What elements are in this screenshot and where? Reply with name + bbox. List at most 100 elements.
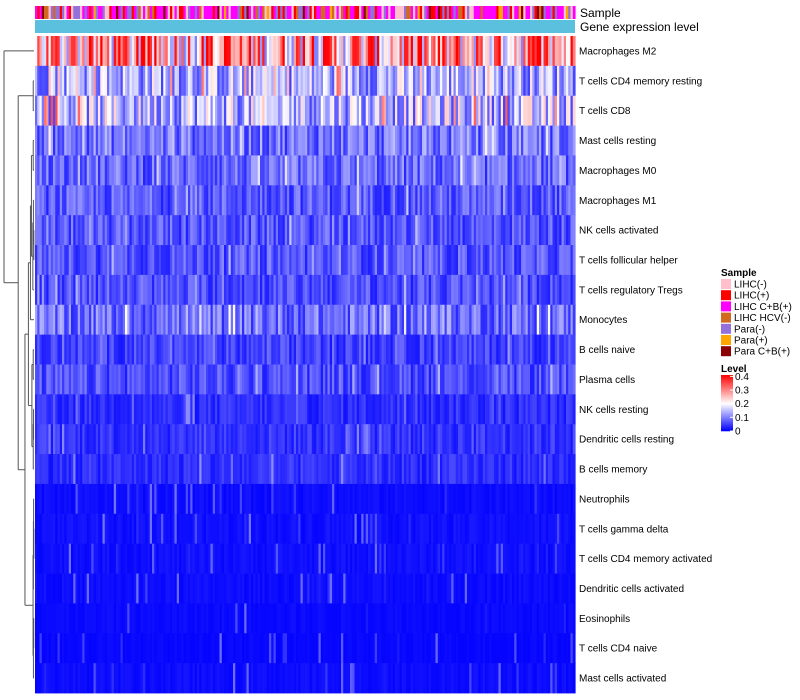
- heatmap-cell: [347, 543, 351, 574]
- heatmap-cell: [518, 334, 522, 365]
- heatmap-cell: [129, 573, 133, 604]
- heatmap-cell: [280, 185, 284, 216]
- heatmap-cell: [206, 454, 209, 485]
- heatmap-cell: [206, 95, 209, 126]
- heatmap-cell: [46, 573, 50, 604]
- heatmap-cell: [345, 245, 349, 276]
- heatmap-cell: [424, 36, 428, 67]
- heatmap-cell: [170, 245, 173, 276]
- heatmap-cell: [100, 603, 104, 634]
- heatmap-cell: [381, 155, 385, 186]
- sample-annotation-cell: [287, 6, 290, 19]
- heatmap-cell: [370, 125, 374, 156]
- heatmap-cell: [102, 304, 106, 336]
- heatmap-cell: [71, 155, 74, 186]
- heatmap-cell: [75, 185, 79, 216]
- heatmap-cell: [563, 125, 567, 156]
- heatmap-cell: [471, 573, 475, 604]
- heatmap-cell: [536, 543, 540, 574]
- heatmap-cell: [356, 155, 360, 186]
- heatmap-cell: [433, 274, 437, 306]
- heatmap-cell: [167, 36, 171, 67]
- heatmap-cell: [368, 65, 371, 97]
- heatmap-cell: [140, 543, 144, 574]
- heatmap-cell: [163, 573, 167, 604]
- heatmap-cell: [550, 394, 554, 425]
- heatmap-cell: [397, 215, 401, 246]
- heatmap-cell: [93, 274, 97, 306]
- heatmap-cell: [496, 304, 500, 336]
- heatmap-cell: [244, 364, 248, 395]
- heatmap-cell: [469, 95, 473, 126]
- heatmap-cell: [140, 424, 144, 455]
- heatmap-cell: [559, 573, 563, 604]
- heatmap-cell: [246, 215, 250, 246]
- heatmap-cell: [82, 483, 86, 515]
- heatmap-cell: [269, 65, 272, 97]
- heatmap-cell: [176, 483, 180, 515]
- heatmap-cell: [111, 394, 115, 425]
- heatmap-cell: [91, 155, 95, 186]
- heatmap-cell: [426, 215, 430, 246]
- heatmap-cell: [381, 394, 385, 425]
- heatmap-cell: [530, 334, 533, 365]
- heatmap-cell: [341, 36, 344, 67]
- heatmap-cell: [347, 245, 351, 276]
- sample-annotation-cell: [361, 6, 365, 19]
- sample-annotation-cell: [120, 6, 124, 19]
- heatmap-cell: [464, 274, 468, 306]
- heatmap-cell: [188, 364, 191, 395]
- heatmap-cell: [365, 65, 369, 97]
- heatmap-cell: [476, 36, 479, 67]
- heatmap-cell: [530, 304, 533, 336]
- sample-annotation-cell: [363, 6, 367, 19]
- heatmap-cell: [179, 185, 182, 216]
- heatmap-cell: [527, 185, 531, 216]
- heatmap-cell: [323, 364, 326, 395]
- heatmap-cell: [203, 364, 207, 395]
- heatmap-cell: [323, 185, 326, 216]
- heatmap-cell: [458, 185, 461, 216]
- heatmap-cell: [284, 603, 288, 634]
- heatmap-cell: [95, 185, 99, 216]
- heatmap-cell: [266, 155, 270, 186]
- heatmap-cell: [118, 65, 122, 97]
- heatmap-cell: [217, 95, 221, 126]
- heatmap-cell: [275, 543, 279, 574]
- heatmap-cell: [129, 215, 133, 246]
- heatmap-cell: [305, 364, 308, 395]
- heatmap-cell: [138, 304, 142, 336]
- sample-annotation-cell: [496, 6, 500, 19]
- heatmap-cell: [395, 424, 398, 455]
- heatmap-cell: [401, 513, 405, 545]
- heatmap-cell: [552, 513, 556, 545]
- heatmap-cell: [485, 155, 488, 186]
- heatmap-cell: [296, 125, 299, 156]
- heatmap-cell: [545, 245, 549, 276]
- heatmap-cell: [467, 185, 470, 216]
- heatmap-cell: [417, 185, 421, 216]
- heatmap-cell: [302, 394, 306, 425]
- heatmap-cell: [273, 573, 277, 604]
- heatmap-cell: [111, 185, 115, 216]
- heatmap-cell: [437, 513, 441, 545]
- heatmap-cell: [109, 334, 113, 365]
- heatmap-cell: [89, 95, 92, 126]
- heatmap-cell: [71, 304, 74, 336]
- heatmap-cell: [242, 364, 245, 395]
- heatmap-cell: [566, 95, 569, 126]
- heatmap-cell: [118, 245, 122, 276]
- heatmap-cell: [428, 543, 432, 574]
- heatmap-cell: [131, 483, 135, 515]
- heatmap-cell: [498, 334, 502, 365]
- heatmap-cell: [433, 185, 437, 216]
- heatmap-cell: [210, 65, 214, 97]
- heatmap-cell: [167, 513, 171, 545]
- heatmap-cell: [305, 274, 308, 306]
- heatmap-cell: [363, 334, 367, 365]
- heatmap-cell: [46, 125, 50, 156]
- heatmap-cell: [408, 543, 412, 574]
- heatmap-cell: [233, 454, 236, 485]
- heatmap-cell: [116, 155, 119, 186]
- heatmap-cell: [552, 274, 556, 306]
